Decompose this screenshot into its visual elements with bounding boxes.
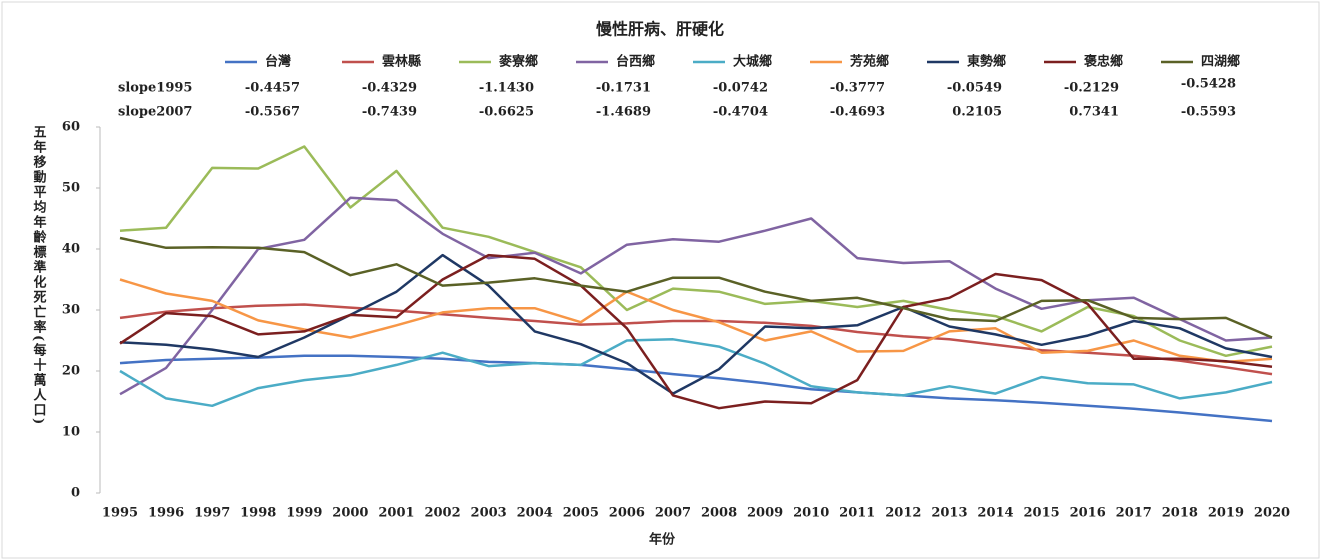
x-tick-label: 2016 — [1070, 506, 1106, 521]
legend-label: 褒忠鄉 — [1083, 54, 1123, 70]
slope-value: -0.5428 — [1181, 77, 1236, 92]
slope-value: -0.6625 — [479, 105, 534, 120]
x-tick-label: 1997 — [194, 506, 230, 521]
slope-value: -0.5567 — [245, 105, 300, 120]
slope-value: -1.4689 — [596, 105, 651, 120]
x-tick-label: 2010 — [793, 506, 829, 521]
chart-title: 慢性肝病、肝硬化 — [596, 20, 724, 39]
x-tick-label: 2002 — [424, 506, 460, 521]
slope-value: -0.5593 — [1181, 105, 1236, 120]
x-tick-label: 1998 — [240, 506, 276, 521]
slope-value: 0.7341 — [1069, 105, 1119, 120]
series-line — [119, 338, 1273, 408]
x-tick-label: 2000 — [332, 506, 368, 521]
legend-label: 雲林縣 — [382, 54, 421, 70]
x-tick-label: 1996 — [148, 506, 184, 521]
x-tick-label: 2009 — [747, 506, 783, 521]
slope-value: -0.7439 — [362, 105, 417, 120]
x-tick-label: 2001 — [378, 506, 414, 521]
x-tick-label: 2015 — [1024, 506, 1060, 521]
slope-value: -0.4457 — [245, 81, 300, 96]
y-tick-label: 50 — [62, 181, 80, 196]
legend-label: 麥寮鄉 — [498, 54, 538, 70]
x-axis-label: 年份 — [649, 532, 676, 548]
x-tick-label: 2006 — [609, 506, 645, 521]
slope-value: -0.4693 — [830, 105, 885, 120]
legend-label: 芳苑鄉 — [850, 54, 889, 70]
legend-label: 東勢鄉 — [967, 54, 1006, 70]
series-line — [119, 145, 1273, 358]
x-tick-label: 1995 — [102, 506, 138, 521]
x-tick-label: 2007 — [655, 506, 691, 521]
slope-value: -0.1731 — [596, 81, 651, 96]
series-line — [119, 236, 1273, 339]
legend-label: 大城鄉 — [733, 54, 772, 70]
y-tick-label: 20 — [62, 364, 80, 379]
y-tick-label: 0 — [71, 486, 80, 501]
slope-value: 0.2105 — [952, 105, 1002, 120]
legend-label: 四湖鄉 — [1201, 54, 1240, 70]
x-tick-label: 2014 — [977, 506, 1013, 521]
series-line — [119, 253, 1273, 395]
slope-value: -1.1430 — [479, 81, 534, 96]
slope-value: -0.2129 — [1064, 81, 1119, 96]
slope-row-label: slope2007 — [118, 105, 192, 120]
legend-label: 台灣 — [265, 54, 291, 70]
y-tick-label: 60 — [62, 120, 80, 135]
slope-value: -0.3777 — [830, 81, 885, 96]
x-tick-label: 2011 — [839, 506, 875, 521]
x-tick-label: 2018 — [1162, 506, 1198, 521]
series-line — [119, 278, 1273, 364]
x-tick-label: 2008 — [701, 506, 737, 521]
x-tick-label: 2013 — [931, 506, 967, 521]
x-tick-label: 2012 — [885, 506, 921, 521]
slope-value: -0.4704 — [713, 105, 768, 120]
x-tick-label: 2004 — [517, 506, 553, 521]
slope-value: -0.0742 — [713, 81, 768, 96]
x-tick-label: 2017 — [1116, 506, 1152, 521]
x-tick-label: 2020 — [1254, 506, 1290, 521]
x-tick-label: 1999 — [286, 506, 322, 521]
x-tick-label: 2005 — [563, 506, 599, 521]
series-line — [119, 196, 1273, 396]
x-tick-label: 2019 — [1208, 506, 1244, 521]
slope-row-label: slope1995 — [118, 81, 192, 96]
slope-value: -0.4329 — [362, 81, 417, 96]
y-axis-label: 五年移動平均年齡標準化死亡率(每十萬人口) — [31, 125, 47, 426]
y-tick-label: 30 — [62, 303, 80, 318]
y-tick-label: 40 — [62, 242, 80, 257]
y-tick-label: 10 — [62, 425, 80, 440]
slope-value: -0.0549 — [947, 81, 1002, 96]
series-line — [119, 354, 1273, 423]
x-tick-label: 2003 — [471, 506, 507, 521]
legend-label: 台西鄉 — [616, 54, 655, 70]
